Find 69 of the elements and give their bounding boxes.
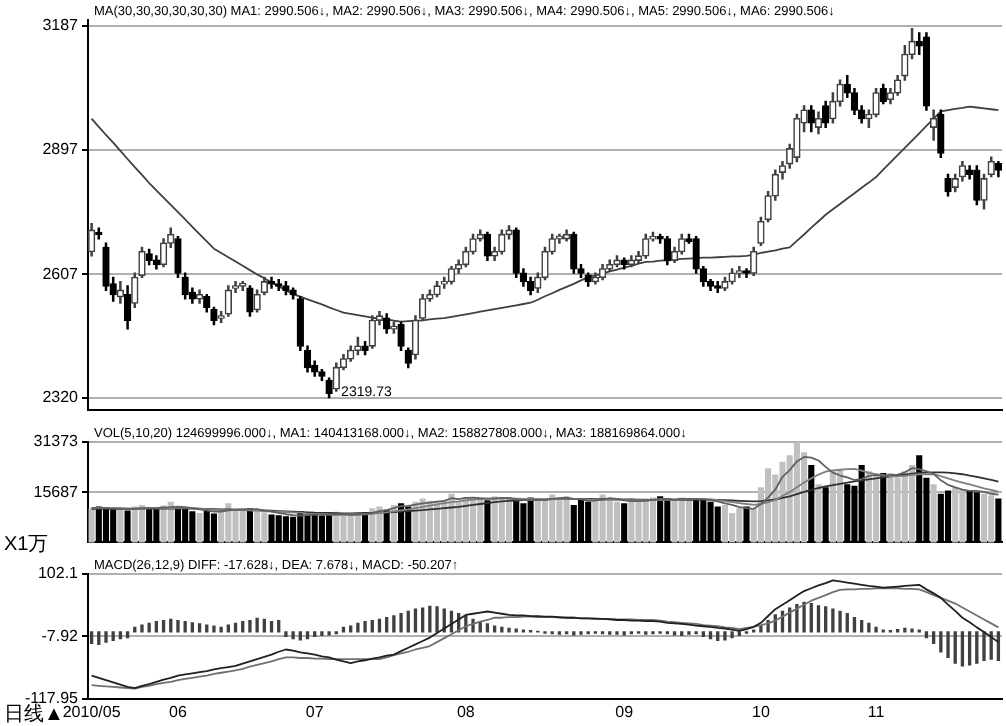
bar bbox=[347, 513, 354, 543]
bar bbox=[556, 497, 563, 543]
bar bbox=[721, 504, 728, 543]
x-tick-label: 09 bbox=[615, 702, 635, 721]
bar bbox=[563, 496, 570, 543]
bar bbox=[952, 487, 959, 543]
bar bbox=[815, 484, 822, 543]
bar bbox=[635, 499, 642, 543]
bar bbox=[88, 508, 95, 543]
bar bbox=[829, 471, 836, 543]
bar bbox=[887, 472, 894, 543]
bar bbox=[671, 500, 678, 543]
bar bbox=[765, 468, 772, 543]
bar bbox=[649, 497, 657, 543]
bar bbox=[988, 495, 995, 543]
bar bbox=[232, 508, 239, 543]
bar bbox=[678, 497, 685, 543]
bar bbox=[729, 512, 736, 543]
x-tick-label: 11 bbox=[867, 702, 886, 721]
y-tick-label: 102.1 bbox=[37, 564, 80, 583]
bar bbox=[901, 471, 908, 543]
bar bbox=[779, 461, 786, 543]
x-tick-label: 10 bbox=[752, 702, 771, 721]
y-tick-label: 2320 bbox=[42, 387, 80, 406]
bar bbox=[837, 469, 844, 543]
bar bbox=[980, 493, 988, 543]
y-tick-label: 2607 bbox=[42, 264, 80, 283]
x-tick-label: 06 bbox=[169, 702, 188, 721]
bar bbox=[959, 488, 966, 543]
bar bbox=[894, 477, 901, 543]
bar bbox=[685, 498, 692, 543]
bar bbox=[225, 503, 232, 543]
x-tick-label: 2010/05 bbox=[62, 702, 122, 721]
y-tick-label: 2897 bbox=[42, 140, 80, 159]
y-tick-label: 31373 bbox=[33, 432, 80, 451]
bar bbox=[117, 508, 124, 543]
y-axis-title: X1万 bbox=[4, 533, 49, 556]
bar bbox=[534, 498, 541, 543]
y-tick-label: -7.92 bbox=[41, 626, 80, 645]
bar bbox=[549, 494, 556, 543]
bar bbox=[254, 510, 261, 543]
bar bbox=[160, 505, 167, 543]
bar bbox=[642, 500, 649, 543]
bar bbox=[908, 464, 916, 543]
text: 日线▲ bbox=[4, 701, 64, 726]
bar bbox=[239, 511, 246, 543]
bar bbox=[930, 484, 937, 543]
bar bbox=[131, 506, 138, 543]
bar bbox=[455, 501, 462, 543]
bar bbox=[491, 496, 498, 543]
bar bbox=[592, 499, 599, 543]
bar bbox=[613, 501, 621, 543]
bar bbox=[628, 498, 635, 543]
bar bbox=[599, 494, 606, 543]
bar bbox=[793, 442, 800, 543]
y-tick-label: 3187 bbox=[42, 15, 80, 34]
bar bbox=[865, 471, 872, 543]
bar bbox=[873, 474, 880, 543]
bar bbox=[736, 508, 743, 543]
bar bbox=[498, 497, 505, 543]
bar bbox=[606, 500, 613, 543]
x-tick-label: 08 bbox=[456, 702, 476, 721]
y-tick-label: 15687 bbox=[33, 482, 80, 501]
x-tick-label: 07 bbox=[305, 702, 325, 721]
bar bbox=[354, 514, 361, 543]
bar bbox=[261, 512, 268, 543]
bar bbox=[196, 512, 203, 543]
bar bbox=[541, 500, 549, 543]
bar bbox=[340, 513, 347, 543]
